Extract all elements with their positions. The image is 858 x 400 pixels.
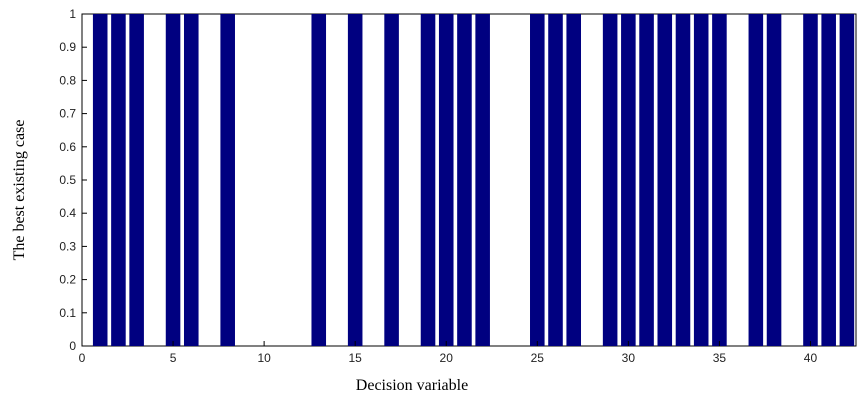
y-tick-label: 0.1 <box>59 306 76 320</box>
bar <box>712 14 727 346</box>
bar <box>311 14 327 346</box>
y-tick-label: 1 <box>69 7 76 21</box>
y-tick-label: 0.8 <box>59 73 76 87</box>
y-tick-label: 0.4 <box>59 206 76 220</box>
x-tick-label: 25 <box>531 351 545 365</box>
bar <box>183 14 199 346</box>
bar <box>621 14 636 346</box>
x-tick-label: 15 <box>348 351 362 365</box>
bar <box>675 14 691 346</box>
x-axis-label: Decision variable <box>356 377 468 394</box>
bar <box>111 14 126 346</box>
y-axis-label: The best existing case <box>11 120 28 261</box>
y-tick-label: 0.6 <box>59 140 76 154</box>
bar <box>639 14 654 346</box>
y-tick-label: 0.3 <box>59 239 76 253</box>
x-tick-label: 40 <box>804 351 818 365</box>
x-tick-label: 10 <box>257 351 271 365</box>
bar <box>92 14 108 346</box>
x-axis-ticks: 0 5 10 15 20 25 30 35 40 <box>79 341 818 365</box>
bar <box>457 14 472 346</box>
bar <box>803 14 818 346</box>
y-tick-label: 0.7 <box>59 107 76 121</box>
x-tick-label: 30 <box>622 351 636 365</box>
bar <box>475 14 490 346</box>
y-tick-label: 0.5 <box>59 173 76 187</box>
bar <box>748 14 764 346</box>
bar <box>220 14 235 346</box>
bars <box>92 14 855 346</box>
bar <box>766 14 782 346</box>
bar <box>420 14 436 346</box>
x-tick-label: 5 <box>170 351 177 365</box>
bar <box>165 14 181 346</box>
bar <box>839 14 855 346</box>
bar <box>438 14 454 346</box>
bar <box>347 14 363 346</box>
x-tick-label: 35 <box>713 351 727 365</box>
bar <box>129 14 144 346</box>
y-tick-label: 0.9 <box>59 40 76 54</box>
bar <box>384 14 399 346</box>
bar <box>530 14 545 346</box>
bar <box>693 14 709 346</box>
x-tick-label: 0 <box>79 351 86 365</box>
y-tick-label: 0.2 <box>59 273 76 287</box>
bar <box>602 14 618 346</box>
y-tick-label: 0 <box>69 339 76 353</box>
y-axis-ticks: 0 0.1 0.2 0.3 0.4 0.5 0.6 0.7 0.8 0.9 1 <box>59 7 87 353</box>
bar <box>657 14 673 346</box>
bar <box>566 14 582 346</box>
bar <box>548 14 563 346</box>
bar <box>821 14 836 346</box>
x-tick-label: 20 <box>440 351 454 365</box>
